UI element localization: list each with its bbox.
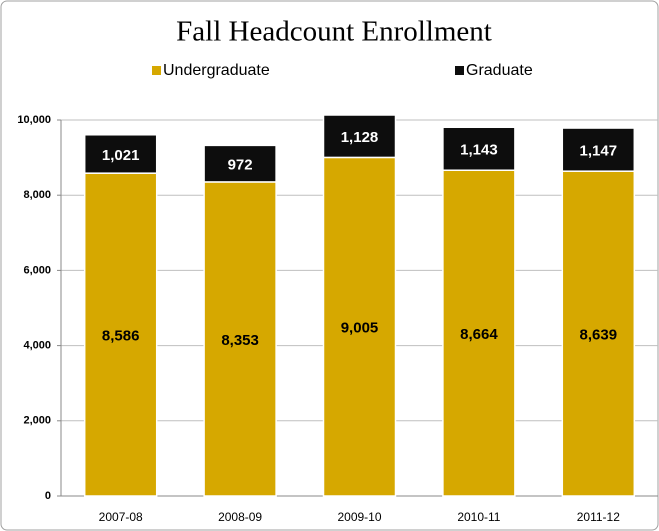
bar-segment	[561, 127, 636, 172]
bar-segment	[442, 126, 516, 171]
bar-segment	[322, 114, 397, 159]
data-label: 8,664	[460, 326, 498, 343]
x-tick-label: 2009-10	[337, 510, 381, 524]
x-tick-label: 2011-12	[577, 510, 620, 524]
chart-title: Fall Headcount Enrollment	[176, 16, 492, 48]
bar-segment	[561, 170, 636, 497]
legend-label: Undergraduate	[163, 62, 270, 79]
bar-segment	[203, 144, 277, 183]
x-tick-label: 2008-09	[218, 510, 262, 524]
y-tick-label: 2,000	[23, 415, 51, 427]
y-tick-label: 0	[45, 490, 51, 502]
legend-swatch	[152, 66, 161, 75]
data-label: 1,143	[460, 142, 498, 159]
y-tick-label: 8,000	[23, 189, 51, 201]
bar-segment	[83, 134, 158, 174]
data-label: 1,128	[341, 129, 379, 146]
data-label: 972	[228, 157, 253, 174]
legend-swatch	[455, 66, 464, 75]
y-tick-label: 4,000	[23, 340, 51, 352]
y-tick-label: 6,000	[23, 264, 51, 276]
bar-segment	[322, 156, 397, 497]
x-tick-label: 2010-11	[457, 510, 500, 524]
bar-segment	[203, 181, 277, 497]
x-tick-label: 2007-08	[99, 510, 143, 524]
data-label: 8,586	[102, 328, 140, 345]
data-label: 9,005	[341, 320, 379, 337]
data-label: 1,021	[102, 147, 140, 164]
y-tick-label: 10,000	[17, 114, 51, 126]
data-label: 1,147	[580, 143, 618, 160]
legend-label: Graduate	[466, 62, 533, 79]
data-label: 8,639	[580, 327, 618, 344]
data-label: 8,353	[221, 332, 259, 349]
bar-segment	[83, 172, 158, 497]
